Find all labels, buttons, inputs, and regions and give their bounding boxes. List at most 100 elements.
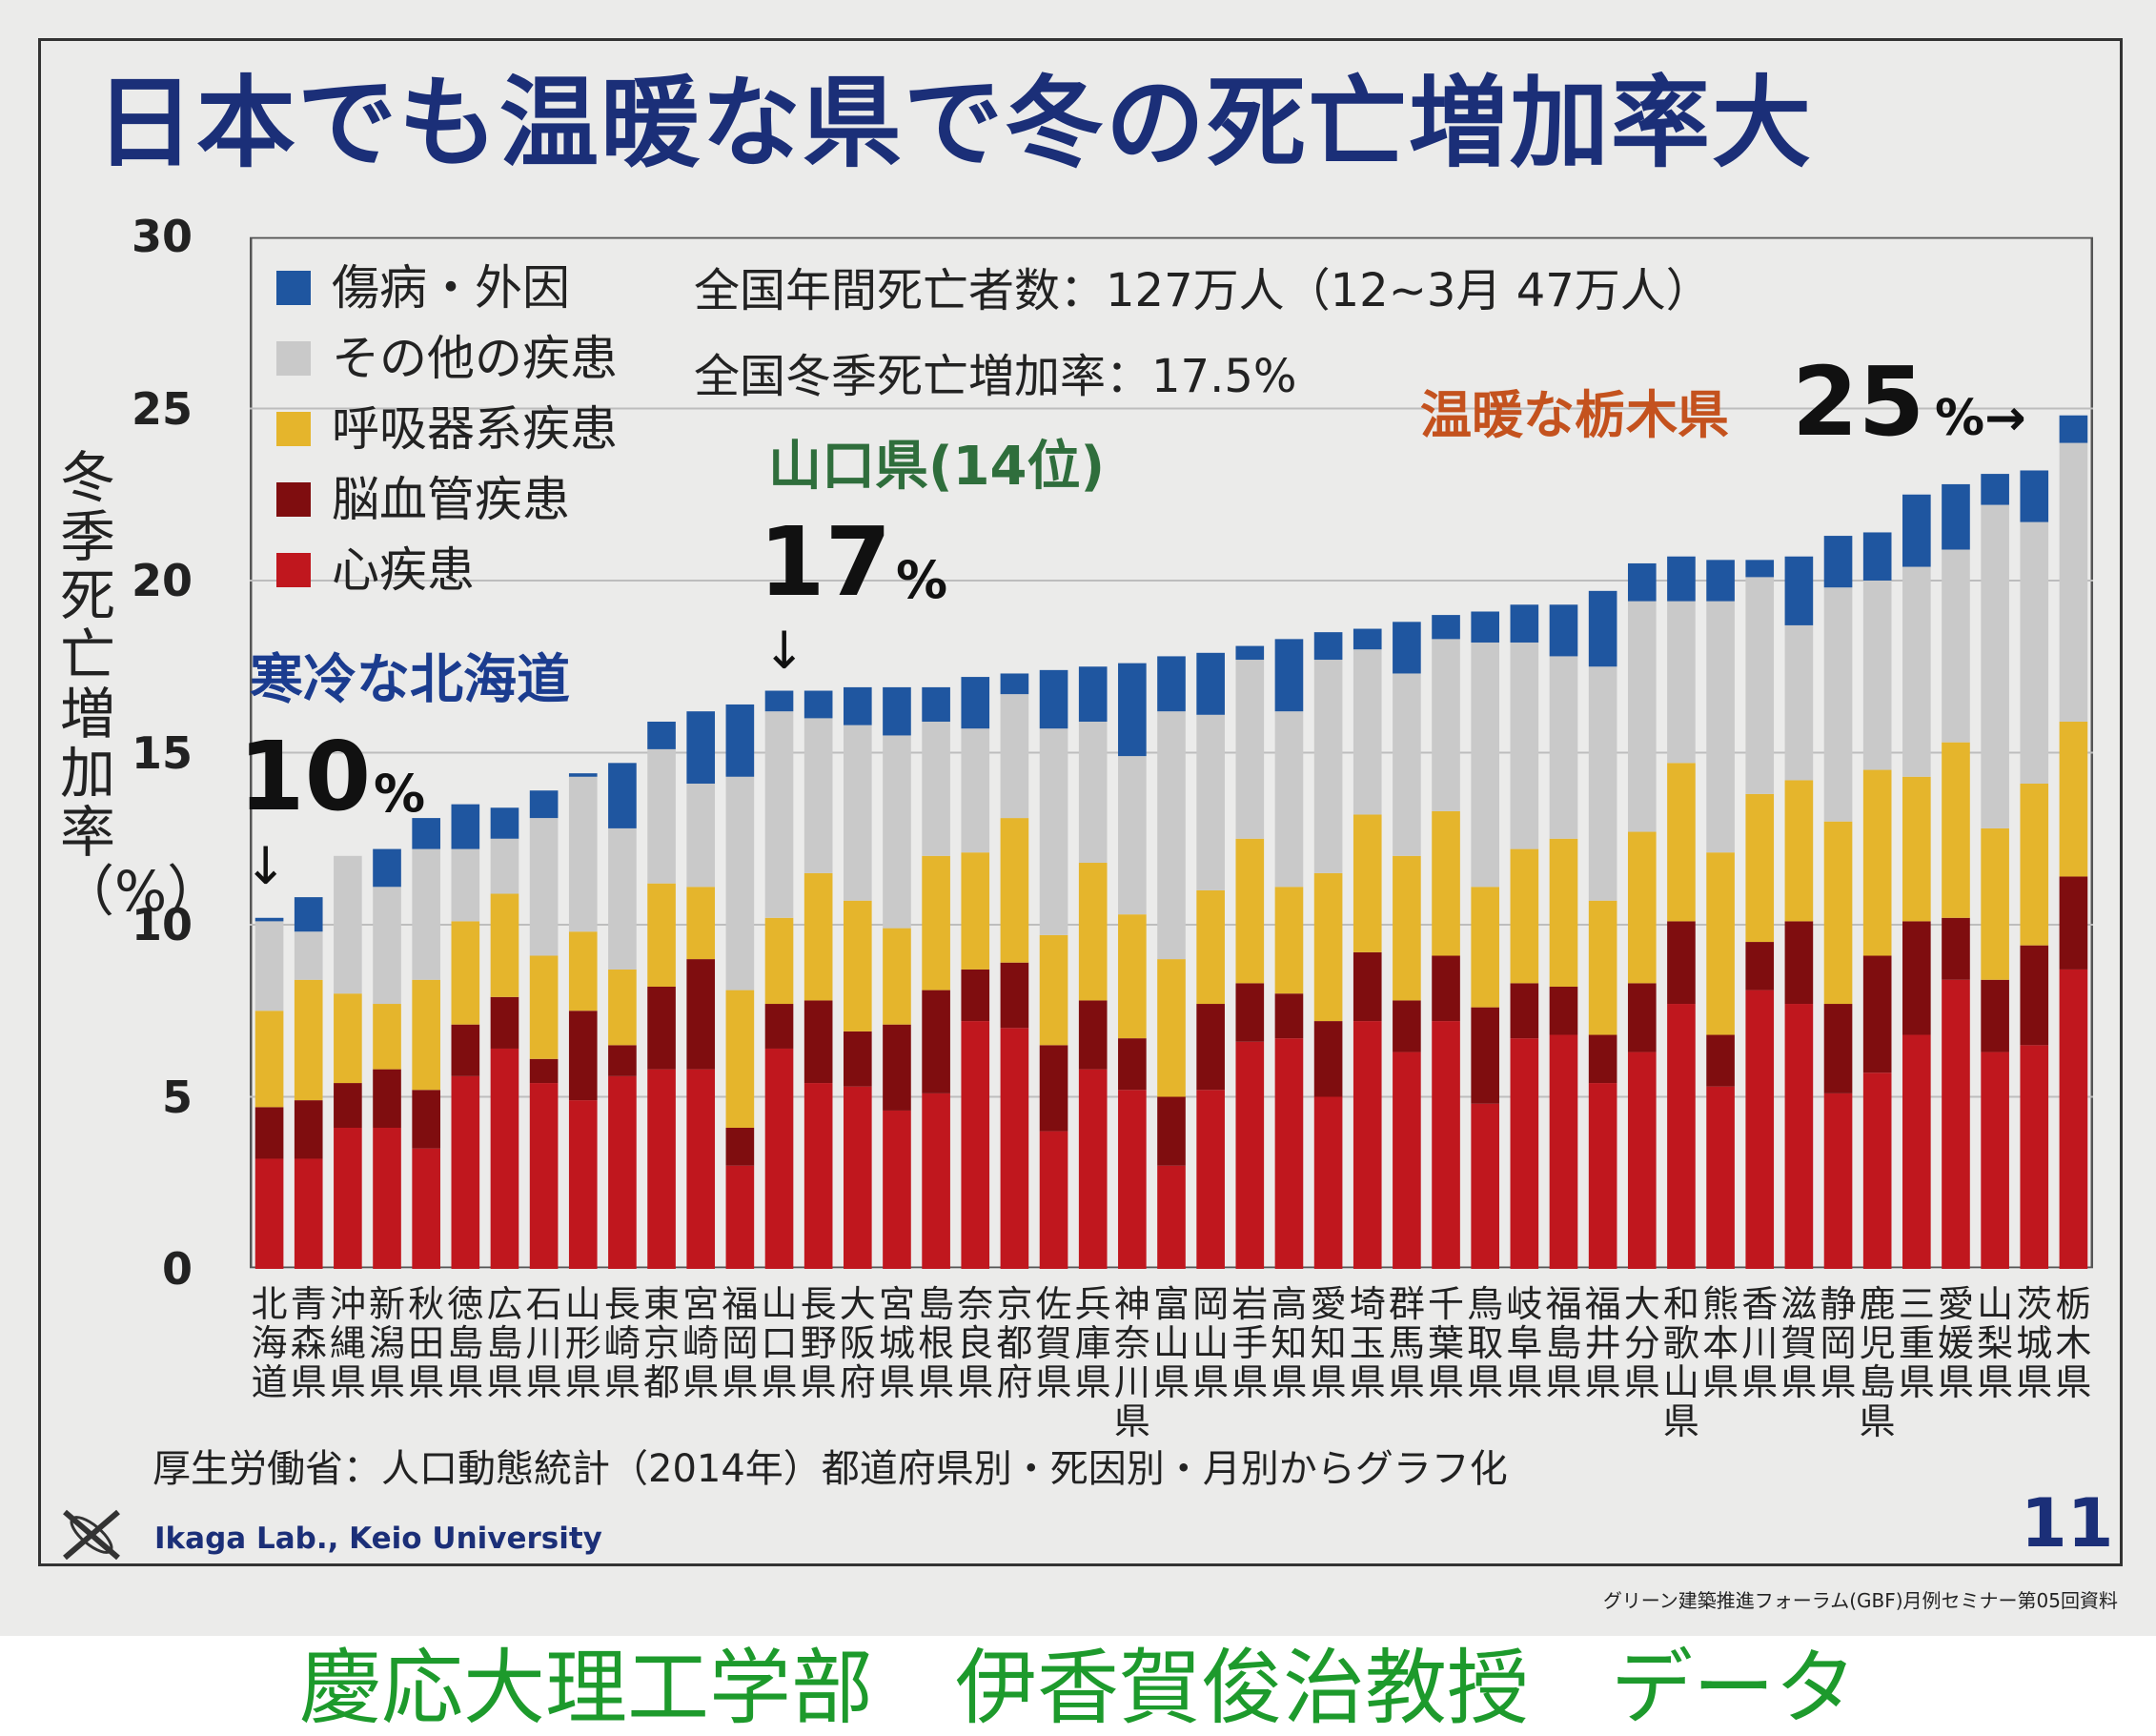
bar-segment bbox=[1000, 673, 1029, 695]
x-tick-label: 大阪府 bbox=[839, 1283, 876, 1403]
x-tick-label: 岩手県 bbox=[1231, 1283, 1269, 1403]
bar-segment bbox=[1078, 1000, 1108, 1070]
bar-segment bbox=[686, 783, 716, 888]
bar-segment bbox=[1118, 1090, 1147, 1269]
bar-segment bbox=[1627, 983, 1657, 1052]
bar-segment bbox=[725, 1165, 755, 1269]
x-tick-label: 岡山県 bbox=[1192, 1283, 1230, 1403]
bar-stack bbox=[1981, 474, 2009, 1269]
bar-segment bbox=[608, 1075, 637, 1269]
bar-segment bbox=[647, 722, 676, 749]
x-tick-label: 新潟県 bbox=[369, 1283, 406, 1403]
bar-segment bbox=[608, 1045, 637, 1076]
x-tick-label: 島根県 bbox=[918, 1283, 955, 1403]
bar-stack bbox=[1823, 536, 1853, 1269]
x-tick-label: 奈良県 bbox=[957, 1283, 994, 1403]
bar-segment bbox=[1510, 1038, 1539, 1269]
bar-segment bbox=[1039, 1131, 1068, 1269]
legend-item-other: その他の疾患 bbox=[276, 330, 618, 387]
bar-segment bbox=[1196, 652, 1225, 715]
arrow-down-icon: ↓ bbox=[763, 621, 806, 681]
bar-stack bbox=[1942, 483, 1970, 1269]
bar-segment bbox=[1902, 921, 1931, 1035]
legend-label: 呼吸器系疾患 bbox=[332, 401, 618, 457]
x-tick-label: 長野県 bbox=[800, 1283, 837, 1403]
bar-segment bbox=[1353, 649, 1382, 815]
bar-stack bbox=[1078, 666, 1108, 1269]
x-tick-label: 京都府 bbox=[996, 1283, 1033, 1403]
bar-segment bbox=[725, 776, 755, 991]
bar-segment bbox=[883, 1024, 911, 1111]
bar-segment bbox=[568, 931, 598, 1011]
bar-segment bbox=[647, 986, 676, 1070]
bar-segment bbox=[1000, 962, 1029, 1029]
annotation-tochigi-unit: %→ bbox=[1935, 390, 2026, 447]
bar-segment bbox=[490, 807, 519, 839]
bar-segment bbox=[764, 917, 794, 1005]
bar-segment bbox=[1823, 1093, 1853, 1269]
bar-segment bbox=[2020, 521, 2049, 784]
legend-item-respiratory: 呼吸器系疾患 bbox=[276, 400, 618, 458]
x-tick-label: 沖縄県 bbox=[329, 1283, 366, 1403]
bar-segment bbox=[961, 969, 990, 1022]
bar-segment bbox=[1393, 1000, 1421, 1052]
bar-segment bbox=[254, 1011, 284, 1108]
bar-segment bbox=[961, 728, 990, 853]
bar-segment bbox=[568, 776, 598, 932]
bar-segment bbox=[803, 872, 833, 1001]
bar-segment bbox=[2020, 1045, 2049, 1269]
bar-segment bbox=[1784, 1004, 1814, 1269]
bar-segment bbox=[1862, 581, 1892, 770]
bar-stack bbox=[1588, 590, 1617, 1269]
x-tick-label: 長崎県 bbox=[603, 1283, 641, 1403]
bar-segment bbox=[843, 900, 872, 1031]
bar-segment bbox=[647, 748, 676, 884]
bar-segment bbox=[1784, 556, 1814, 625]
x-tick-label: 宮崎県 bbox=[682, 1283, 720, 1403]
bar-stack bbox=[1745, 560, 1775, 1269]
annotation-yamaguchi-label: 山口県(14位) bbox=[768, 436, 1106, 498]
bar-segment bbox=[451, 921, 480, 1025]
bar-segment bbox=[1667, 763, 1696, 922]
bar-segment bbox=[529, 818, 559, 956]
x-tick-label: 秋田県 bbox=[408, 1283, 445, 1403]
bar-stack bbox=[843, 686, 872, 1269]
bar-segment bbox=[1510, 848, 1539, 984]
bar-segment bbox=[568, 773, 598, 777]
x-tick-label: 高知県 bbox=[1271, 1283, 1308, 1403]
bar-segment bbox=[1902, 566, 1931, 777]
bar-stack bbox=[725, 704, 755, 1269]
bar-segment bbox=[1235, 838, 1265, 984]
bar-segment bbox=[2059, 442, 2088, 723]
bar-segment bbox=[803, 690, 833, 719]
bar-stack bbox=[529, 790, 559, 1269]
bar-stack bbox=[334, 855, 362, 1269]
bar-segment bbox=[1706, 601, 1735, 853]
bar-segment bbox=[922, 855, 950, 991]
bar-segment bbox=[843, 1031, 872, 1087]
bar-segment bbox=[1510, 983, 1539, 1039]
bar-segment bbox=[1196, 889, 1225, 1005]
y-axis-label: 冬季死亡増加率（%） bbox=[59, 445, 222, 924]
bar-segment bbox=[1942, 742, 1970, 918]
bar-stack bbox=[1393, 622, 1421, 1269]
bar-segment bbox=[490, 996, 519, 1049]
arrow-down-icon: ↓ bbox=[244, 836, 288, 896]
bar-segment bbox=[1313, 632, 1343, 661]
bar-stack bbox=[1313, 632, 1343, 1269]
x-tick-label: 香川県 bbox=[1741, 1283, 1779, 1403]
bar-segment bbox=[412, 1148, 440, 1269]
bar-segment bbox=[2020, 470, 2049, 522]
annotation-hokkaido-unit: % bbox=[374, 764, 426, 824]
caption: 慶応大理工学部 伊香賀俊治教授 データ bbox=[299, 1641, 1857, 1736]
bar-segment bbox=[1157, 1096, 1186, 1166]
bar-segment bbox=[1667, 921, 1696, 1005]
bar-segment bbox=[294, 1158, 323, 1269]
y-tick-label: 25 bbox=[131, 382, 193, 435]
bar-segment bbox=[1118, 663, 1147, 757]
bar-segment bbox=[1039, 728, 1068, 935]
bar-segment bbox=[843, 686, 872, 725]
x-tick-label: 宮城県 bbox=[878, 1283, 915, 1403]
x-tick-label: 北海道 bbox=[251, 1283, 288, 1403]
bar-segment bbox=[373, 848, 401, 888]
